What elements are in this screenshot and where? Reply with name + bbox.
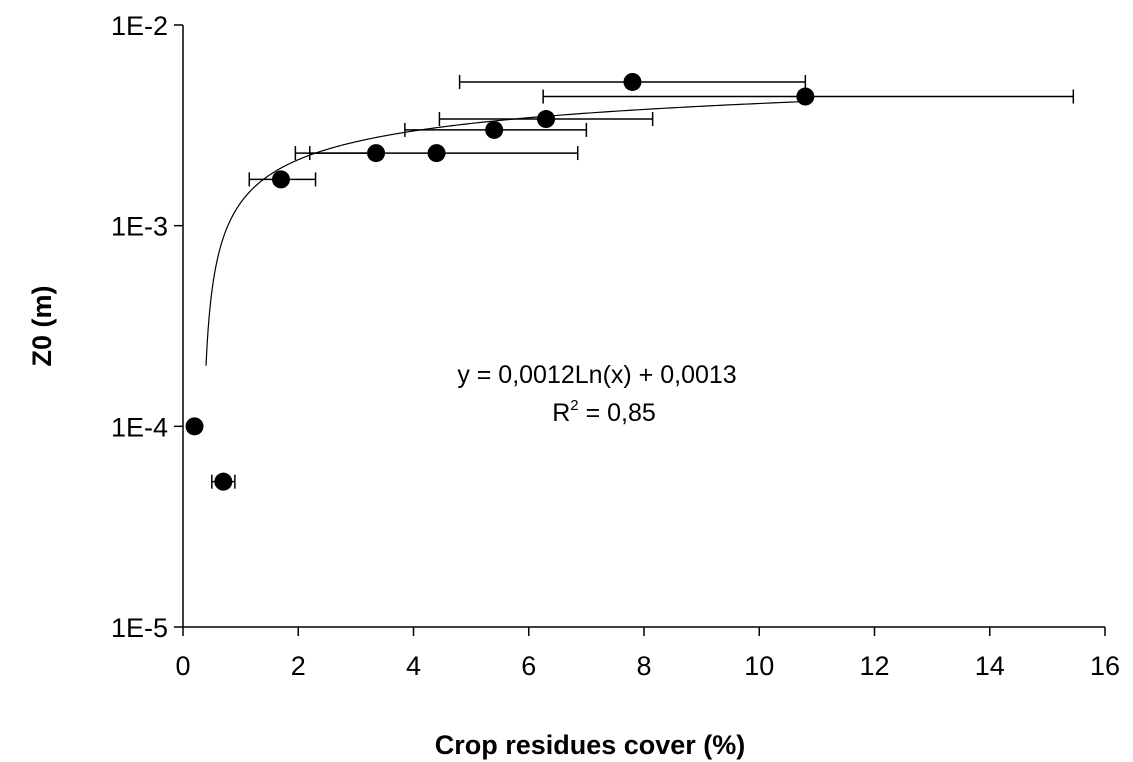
data-point (537, 110, 556, 129)
y-axis-title: Z0 (m) (27, 286, 57, 367)
y-tick-label: 1E-3 (111, 212, 168, 242)
y-tick-label: 1E-2 (111, 11, 168, 41)
data-point (427, 144, 446, 163)
x-tick-label: 6 (521, 651, 536, 681)
data-point (796, 87, 815, 106)
y-tick-label: 1E-4 (111, 412, 168, 442)
x-tick-label: 2 (291, 651, 306, 681)
data-point (485, 120, 504, 139)
data-points (185, 72, 815, 491)
axes (182, 25, 1105, 628)
x-axis-title: Crop residues cover (%) (435, 730, 746, 760)
r-squared-prefix: R (552, 399, 570, 427)
y-ticks: 1E-5 1E-4 1E-3 1E-2 (111, 11, 183, 643)
data-point (271, 170, 290, 189)
data-point (367, 144, 386, 163)
r-squared-superscript: 2 (570, 397, 578, 414)
x-tick-label: 10 (744, 651, 774, 681)
r-squared-value: = 0,85 (579, 399, 656, 427)
y-tick-label: 1E-5 (111, 613, 168, 643)
x-ticks: 0 2 4 6 8 10 12 14 16 (175, 627, 1120, 681)
data-point (623, 72, 642, 91)
trendline (205, 100, 806, 366)
r-squared-label: R2 = 0,85 (552, 397, 656, 427)
x-tick-label: 4 (406, 651, 421, 681)
x-tick-label: 16 (1090, 651, 1120, 681)
x-tick-label: 12 (859, 651, 889, 681)
data-point (214, 472, 233, 491)
x-tick-label: 14 (975, 651, 1005, 681)
x-tick-label: 8 (636, 651, 651, 681)
equation-label: y = 0,0012Ln(x) + 0,0013 (457, 361, 736, 389)
data-point (185, 417, 204, 436)
x-tick-label: 0 (175, 651, 190, 681)
